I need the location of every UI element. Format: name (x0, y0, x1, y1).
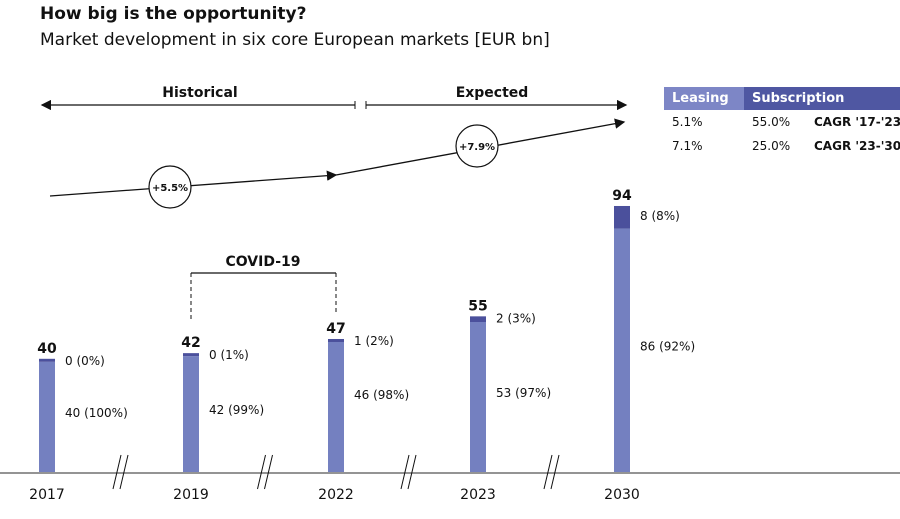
axis-break-icon (407, 454, 417, 490)
axis-break-icon (112, 454, 122, 490)
trend-line-historical (49, 170, 338, 197)
bar-subscription (470, 316, 486, 323)
total-label: 40 (37, 341, 57, 357)
subscription-label: 0 (1%) (209, 348, 249, 362)
leasing-label: 53 (97%) (496, 386, 551, 400)
axis-break-icon (119, 454, 129, 490)
axis-break-icon (257, 454, 266, 490)
legend-table: Leasing Subscription 5.1% 55.0% CAGR '17… (664, 87, 900, 158)
total-label: 55 (468, 298, 487, 314)
x-tick-label: 2030 (604, 487, 640, 503)
bar-leasing (183, 356, 199, 472)
bar-subscription (39, 358, 55, 362)
leasing-cagr: 5.1% (672, 115, 703, 129)
leasing-label: 86 (92%) (640, 339, 695, 353)
historical-label: Historical (162, 85, 237, 101)
x-tick-label: 2019 (173, 487, 209, 503)
axis-break-icon (543, 454, 553, 490)
axis-break-icon (264, 454, 273, 490)
total-label: 94 (612, 188, 632, 204)
cagr-circle-2 (455, 124, 499, 168)
cagr-period: CAGR '17-'23 (814, 115, 900, 129)
total-label: 42 (181, 335, 200, 351)
cagr-label-1: +5.5% (152, 183, 188, 194)
bar-subscription (614, 205, 630, 229)
legend-row: 7.1% 25.0% CAGR '23-'30 (664, 134, 900, 158)
chart-subtitle: Market development in six core European … (40, 30, 550, 50)
cagr-period: CAGR '23-'30 (814, 139, 900, 153)
bar-leasing (39, 361, 55, 472)
bar-subscription (183, 353, 199, 357)
bar-leasing (328, 341, 344, 472)
bar-subscription (328, 338, 344, 342)
subscription-cagr: 55.0% (752, 115, 791, 129)
legend-leasing: Leasing (664, 87, 744, 110)
total-label: 47 (326, 321, 345, 337)
leasing-label: 40 (100%) (65, 406, 128, 420)
x-tick-label: 2023 (460, 487, 496, 503)
cagr-circle-1 (148, 165, 192, 209)
bar-leasing (614, 228, 630, 472)
chart-title: How big is the opportunity? (40, 4, 307, 24)
bar-leasing (470, 322, 486, 472)
legend-subscription: Subscription (744, 87, 900, 110)
covid-label: COVID-19 (225, 254, 300, 270)
leasing-cagr: 7.1% (672, 139, 703, 153)
leasing-label: 46 (98%) (354, 388, 409, 402)
expected-label: Expected (456, 85, 529, 101)
subscription-cagr: 25.0% (752, 139, 791, 153)
subscription-label: 0 (0%) (65, 354, 105, 368)
x-tick-label: 2022 (318, 487, 354, 503)
subscription-label: 2 (3%) (496, 311, 536, 325)
subscription-label: 8 (8%) (640, 209, 680, 223)
legend-row: 5.1% 55.0% CAGR '17-'23 (664, 110, 900, 134)
cagr-label-2: +7.9% (459, 142, 495, 153)
axis-break-icon (550, 454, 560, 490)
x-tick-label: 2017 (29, 487, 65, 503)
axis-break-icon (400, 454, 410, 490)
subscription-label: 1 (2%) (354, 334, 394, 348)
leasing-label: 42 (99%) (209, 403, 264, 417)
